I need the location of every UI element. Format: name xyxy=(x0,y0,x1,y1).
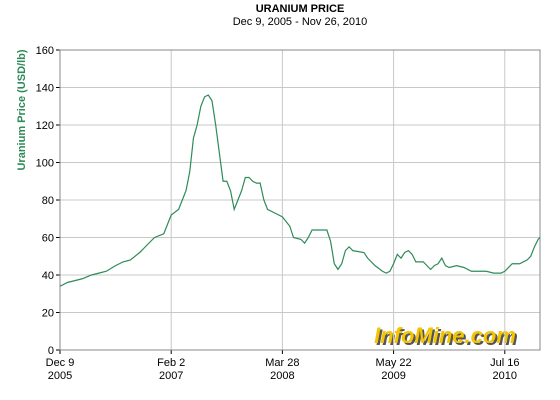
x-tick-label: Mar 28 xyxy=(265,357,299,369)
y-tick-label: 40 xyxy=(42,270,54,282)
x-tick-label: 2007 xyxy=(159,370,183,382)
y-tick-label: 140 xyxy=(36,83,54,95)
y-tick-label: 20 xyxy=(42,308,54,320)
x-tick-label: 2008 xyxy=(270,370,294,382)
x-tick-label: 2009 xyxy=(381,370,405,382)
x-tick-label: Jul 16 xyxy=(490,357,519,369)
watermark: InfoMine.com xyxy=(374,323,516,348)
y-tick-label: 60 xyxy=(42,233,54,245)
x-tick-label: May 22 xyxy=(376,357,412,369)
y-tick-label: 80 xyxy=(42,195,54,207)
y-tick-label: 120 xyxy=(36,120,54,132)
chart-title: URANIUM PRICE xyxy=(256,3,345,15)
x-tick-label: 2010 xyxy=(493,370,517,382)
y-tick-label: 100 xyxy=(36,158,54,170)
x-tick-label: Dec 9 xyxy=(46,357,75,369)
chart-subtitle: Dec 9, 2005 - Nov 26, 2010 xyxy=(233,16,368,28)
y-tick-label: 160 xyxy=(36,45,54,57)
plot-frame xyxy=(59,49,541,351)
y-axis-label: Uranium Price (USD/lb) xyxy=(16,49,28,170)
price-line xyxy=(59,94,541,287)
y-tick-label: 0 xyxy=(48,345,54,357)
watermark-shadow: InfoMine.com xyxy=(376,325,518,350)
x-tick-label: Feb 2 xyxy=(157,357,185,369)
x-tick-label: 2005 xyxy=(48,370,72,382)
